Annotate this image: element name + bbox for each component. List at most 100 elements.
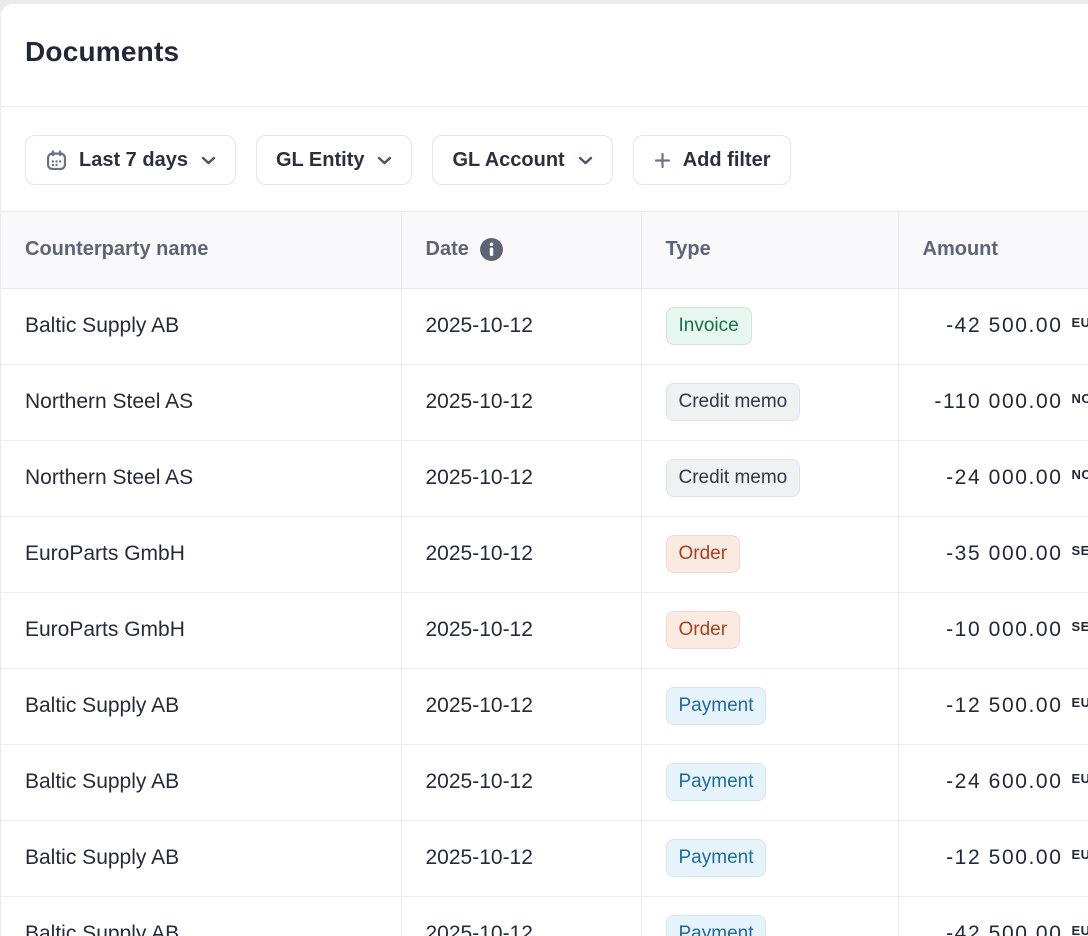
type-cell: Order — [641, 516, 899, 593]
date-cell: 2025-10-12 — [401, 668, 642, 745]
table-header-row: Counterparty name Date — [1, 212, 1088, 289]
currency-code: SEK — [1071, 619, 1088, 634]
documents-card: Documents Last 7 days GL Ent — [1, 4, 1088, 936]
info-icon[interactable] — [479, 237, 504, 262]
page-header: Documents — [1, 4, 1088, 107]
counterparty-cell: Baltic Supply AB — [1, 896, 402, 936]
table-row[interactable]: Baltic Supply AB 2025-10-12 Payment -42 … — [1, 896, 1088, 936]
column-header-date[interactable]: Date — [401, 212, 642, 289]
counterparty-cell: Northern Steel AS — [1, 440, 402, 517]
amount-cell: -24 600.00 EUR — [898, 744, 1088, 821]
amount-value: -110 000.00 — [934, 390, 1063, 413]
date-cell: 2025-10-12 — [401, 592, 642, 669]
gl-account-filter-label: GL Account — [452, 148, 565, 171]
table-row[interactable]: EuroParts GmbH 2025-10-12 Order -35 000.… — [1, 516, 1088, 593]
currency-code: NOK — [1071, 467, 1088, 482]
type-badge: Payment — [665, 762, 767, 802]
type-cell: Payment — [641, 744, 899, 821]
currency-code: EUR — [1071, 923, 1088, 936]
amount-value: -42 500.00 — [946, 922, 1063, 936]
amount-cell: -42 500.00 EUR — [898, 288, 1088, 365]
column-header-label: Type — [665, 238, 711, 261]
type-badge: Order — [665, 610, 741, 650]
column-header-amount[interactable]: Amount — [898, 212, 1088, 289]
date-cell: 2025-10-12 — [401, 440, 642, 517]
add-filter-button[interactable]: Add filter — [632, 135, 791, 185]
type-badge: Order — [665, 534, 741, 574]
counterparty-cell: EuroParts GmbH — [1, 516, 402, 593]
type-cell: Credit memo — [641, 440, 899, 517]
counterparty-cell: Baltic Supply AB — [1, 288, 402, 365]
counterparty-cell: Baltic Supply AB — [1, 744, 402, 821]
add-filter-label: Add filter — [682, 148, 771, 171]
chevron-down-icon — [578, 156, 593, 165]
amount-value: -12 500.00 — [946, 694, 1063, 717]
type-badge: Payment — [665, 686, 767, 726]
column-header-type[interactable]: Type — [641, 212, 899, 289]
type-badge: Credit memo — [665, 458, 801, 498]
table-row[interactable]: Baltic Supply AB 2025-10-12 Invoice -42 … — [1, 288, 1088, 365]
column-header-counterparty-name[interactable]: Counterparty name — [1, 212, 402, 289]
date-cell: 2025-10-12 — [401, 744, 642, 821]
currency-code: NOK — [1071, 391, 1088, 406]
type-cell: Order — [641, 592, 899, 669]
amount-cell: -24 000.00 NOK — [898, 440, 1088, 517]
table-row[interactable]: Baltic Supply AB 2025-10-12 Payment -12 … — [1, 820, 1088, 897]
plus-icon — [653, 151, 672, 170]
gl-entity-filter-label: GL Entity — [275, 148, 365, 171]
date-cell: 2025-10-12 — [401, 896, 642, 936]
amount-value: -12 500.00 — [946, 846, 1063, 869]
table-row[interactable]: Baltic Supply AB 2025-10-12 Payment -12 … — [1, 668, 1088, 745]
date-range-filter-button[interactable]: Last 7 days — [25, 135, 236, 185]
column-header-label: Counterparty name — [25, 238, 209, 261]
type-cell: Payment — [641, 668, 899, 745]
table-row[interactable]: Northern Steel AS 2025-10-12 Credit memo… — [1, 364, 1088, 441]
table-row[interactable]: EuroParts GmbH 2025-10-12 Order -10 000.… — [1, 592, 1088, 669]
counterparty-cell: EuroParts GmbH — [1, 592, 402, 669]
type-badge: Credit memo — [665, 382, 801, 422]
documents-table: Counterparty name Date — [1, 211, 1088, 936]
amount-cell: -12 500.00 EUR — [898, 668, 1088, 745]
amount-value: -24 000.00 — [946, 466, 1063, 489]
amount-value: -35 000.00 — [946, 542, 1063, 565]
counterparty-cell: Baltic Supply AB — [1, 820, 402, 897]
date-cell: 2025-10-12 — [401, 516, 642, 593]
type-cell: Credit memo — [641, 364, 899, 441]
table-row[interactable]: Northern Steel AS 2025-10-12 Credit memo… — [1, 440, 1088, 517]
date-cell: 2025-10-12 — [401, 288, 642, 365]
date-cell: 2025-10-12 — [401, 364, 642, 441]
filter-bar: Last 7 days GL Entity GL Account Add fil… — [1, 107, 1088, 211]
type-cell: Payment — [641, 896, 899, 936]
counterparty-cell: Northern Steel AS — [1, 364, 402, 441]
currency-code: SEK — [1071, 543, 1088, 558]
date-cell: 2025-10-12 — [401, 820, 642, 897]
gl-account-filter-button[interactable]: GL Account — [432, 135, 613, 185]
type-badge: Invoice — [665, 306, 752, 346]
column-header-label: Date — [425, 238, 469, 261]
type-cell: Invoice — [641, 288, 899, 365]
type-badge: Payment — [665, 914, 767, 936]
amount-cell: -110 000.00 NOK — [898, 364, 1088, 441]
chevron-down-icon — [201, 156, 216, 165]
column-header-label: Amount — [922, 238, 999, 261]
amount-cell: -12 500.00 EUR — [898, 820, 1088, 897]
amount-value: -24 600.00 — [946, 770, 1063, 793]
counterparty-cell: Baltic Supply AB — [1, 668, 402, 745]
currency-code: EUR — [1071, 847, 1088, 862]
calendar-icon — [45, 149, 68, 172]
currency-code: EUR — [1071, 771, 1088, 786]
amount-value: -42 500.00 — [946, 314, 1063, 337]
page-title: Documents — [25, 36, 180, 67]
gl-entity-filter-button[interactable]: GL Entity — [255, 135, 413, 185]
type-badge: Payment — [665, 838, 767, 878]
date-range-filter-label: Last 7 days — [79, 148, 188, 171]
amount-value: -10 000.00 — [946, 618, 1063, 641]
currency-code: EUR — [1071, 315, 1088, 330]
currency-code: EUR — [1071, 695, 1088, 710]
type-cell: Payment — [641, 820, 899, 897]
amount-cell: -35 000.00 SEK — [898, 516, 1088, 593]
amount-cell: -42 500.00 EUR — [898, 896, 1088, 936]
amount-cell: -10 000.00 SEK — [898, 592, 1088, 669]
table-row[interactable]: Baltic Supply AB 2025-10-12 Payment -24 … — [1, 744, 1088, 821]
chevron-down-icon — [377, 156, 392, 165]
